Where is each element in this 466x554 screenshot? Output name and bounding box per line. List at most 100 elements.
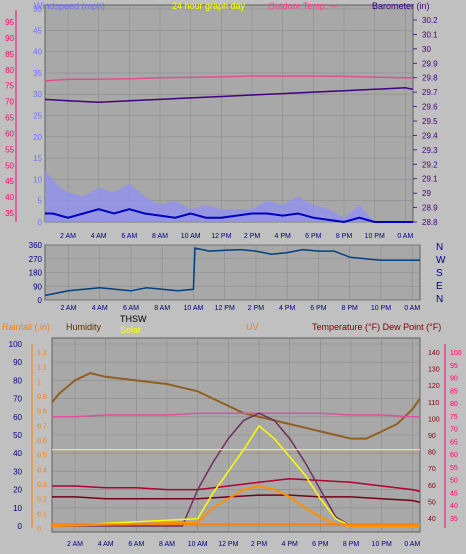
rain-tick-label: 0.1	[37, 511, 47, 518]
temp-axis-tick-label: 85	[5, 50, 14, 59]
direction-tick-label: 360	[29, 241, 43, 250]
barometer-tick-label: 29.3	[422, 146, 438, 155]
time-tick-label: 2 AM	[67, 541, 83, 548]
windspeed-tick-label: 0	[38, 218, 43, 227]
temp-axis-tick-label: 75	[5, 82, 14, 91]
temp-axis-tick-label: 60	[5, 129, 14, 138]
barometer-axis-title: Barometer (in)	[372, 1, 430, 11]
barometer-tick-label: 29	[422, 189, 431, 198]
temp-axis-tick-label: 90	[5, 34, 14, 43]
percent-tick-label: 100	[9, 340, 23, 349]
dewpoint-tick-label: 55	[450, 465, 458, 472]
barometer-tick-label: 29.6	[422, 103, 438, 112]
percent-tick-label: 50	[13, 431, 22, 440]
windspeed-tick-label: 40	[33, 48, 42, 57]
temp-axis-tick-label: 95	[5, 18, 14, 27]
rain-tick-label: 1	[37, 379, 41, 386]
barometer-tick-label: 30.2	[422, 16, 438, 25]
temp-axis-tick-label: 80	[5, 66, 14, 75]
time-tick-label: 12 PM	[218, 541, 238, 548]
uv-label: UV	[246, 322, 259, 332]
temperature-tick-label: 110	[428, 400, 439, 407]
dewpoint-tick-label: 80	[450, 401, 458, 408]
temperature-tick-label: 100	[428, 416, 440, 423]
windspeed-tick-label: 45	[33, 26, 42, 35]
dewpoint-tick-label: 45	[450, 490, 458, 497]
humidity-line	[51, 372, 421, 440]
time-tick-label: 6 PM	[312, 541, 329, 548]
windspeed-tick-label: 10	[33, 175, 42, 184]
uv-index-curve	[52, 412, 420, 527]
temperature-tick-label: 50	[428, 499, 436, 506]
time-tick-label: 8 AM	[152, 233, 168, 240]
rain-tick-label: 0.2	[37, 497, 47, 504]
time-tick-label: 4 AM	[98, 541, 114, 548]
dewpoint-tick-label: 60	[450, 452, 458, 459]
windspeed-tick-label: 30	[33, 90, 42, 99]
temp-axis-tick-label: 55	[5, 145, 14, 154]
time-tick-label: 6 PM	[310, 305, 327, 312]
temperature-tick-label: 140	[428, 350, 440, 357]
rainfall-axis-title: Rainfall (.in)	[2, 322, 50, 332]
time-tick-label: 0 AM	[404, 305, 420, 312]
direction-tick-label: 270	[29, 255, 43, 264]
time-tick-label: 8 AM	[154, 305, 170, 312]
temperature-tick-label: 80	[428, 450, 436, 457]
percent-tick-label: 10	[13, 504, 22, 513]
dewpoint-tick-label: 100	[450, 350, 462, 357]
thsw-label: THSW	[120, 314, 147, 324]
outdoor-temp-title: Outdoor Temp. ---	[268, 1, 339, 11]
dewpoint-tick-label: 65	[450, 439, 458, 446]
temp-axis-tick-label: 65	[5, 114, 14, 123]
windspeed-area	[45, 170, 413, 222]
wind-direction-line	[44, 247, 420, 297]
windspeed-tick-label: 25	[33, 112, 42, 121]
time-tick-label: 4 AM	[91, 233, 107, 240]
dewpoint-tick-label: 70	[450, 427, 458, 434]
dewpoint-tick-label: 95	[450, 363, 458, 370]
windspeed-tick-label: 50	[33, 5, 42, 14]
rain-tick-label: 0.6	[37, 438, 47, 445]
percent-tick-label: 60	[13, 413, 22, 422]
rain-tick-label: 1.1	[37, 365, 47, 372]
temp-axis-tick-label: 45	[5, 177, 14, 186]
time-tick-label: 0 AM	[404, 541, 420, 548]
time-tick-label: 2 PM	[251, 541, 268, 548]
temperature-tick-label: 120	[428, 383, 440, 390]
percent-tick-label: 30	[13, 467, 22, 476]
time-tick-label: 6 AM	[121, 233, 137, 240]
rain-tick-label: 0.8	[37, 409, 47, 416]
temp-axis-tick-label: 40	[5, 193, 14, 202]
temp-axis-tick-label: 35	[5, 209, 14, 218]
barometer-tick-label: 29.8	[422, 74, 438, 83]
dewpoint-tick-label: 35	[450, 516, 458, 523]
percent-tick-label: 0	[18, 522, 23, 531]
time-tick-label: 10 AM	[184, 305, 204, 312]
time-tick-label: 10 AM	[188, 541, 208, 548]
time-tick-label: 10 AM	[181, 233, 201, 240]
time-tick-label: 10 PM	[371, 305, 391, 312]
time-tick-label: 6 PM	[305, 233, 322, 240]
temperature-tick-label: 70	[428, 466, 436, 473]
dewpoint-tick-label: 85	[450, 388, 458, 395]
solar-line	[51, 424, 420, 527]
rain-tick-label: 0.9	[37, 394, 47, 401]
temperature-line	[52, 494, 421, 504]
direction-tick-label: 0	[38, 296, 43, 305]
barometer-tick-label: 29.1	[422, 175, 438, 184]
temp-axis-tick-label: 70	[5, 98, 14, 107]
rain-tick-label: 0	[37, 526, 41, 533]
barometer-tick-label: 30.1	[422, 30, 438, 39]
thsw-line	[52, 477, 421, 493]
direction-tick-label: 180	[29, 269, 43, 278]
time-tick-label: 4 PM	[279, 305, 296, 312]
humidity-label: Humidity	[66, 322, 102, 332]
barometer-tick-label: 29.2	[422, 160, 438, 169]
barometer-tick-label: 29.7	[422, 88, 438, 97]
time-tick-label: 6 AM	[128, 541, 144, 548]
graph-title: 24 hour graph day	[172, 1, 246, 11]
percent-tick-label: 40	[13, 449, 22, 458]
time-tick-label: 2 PM	[244, 233, 261, 240]
barometer-tick-label: 28.9	[422, 204, 438, 213]
